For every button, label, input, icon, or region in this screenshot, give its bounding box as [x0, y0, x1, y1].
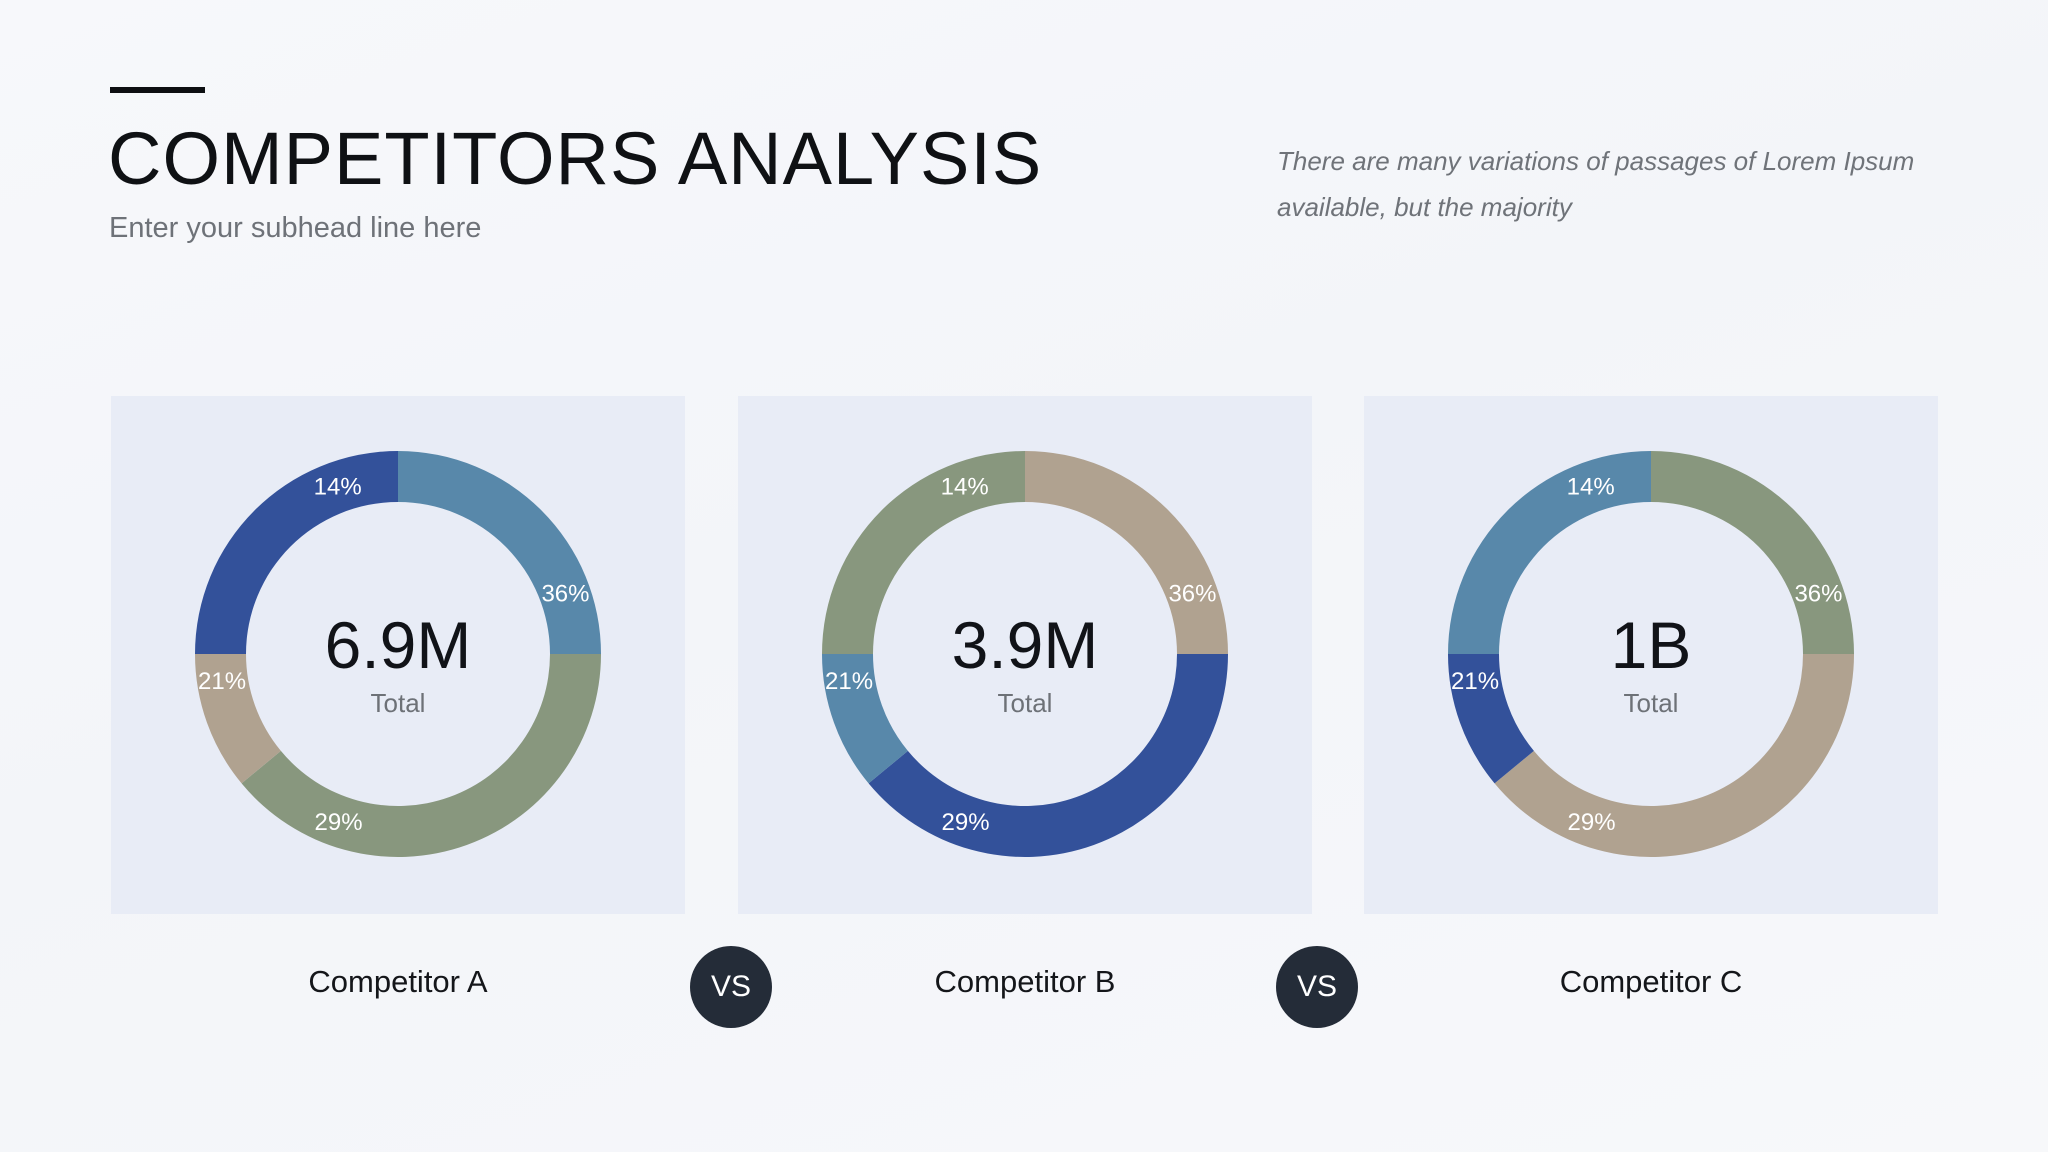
competitor-a-name: Competitor A — [308, 964, 488, 999]
chart-panel-b: 36% 29% 21% 14% 3.9M Total — [738, 396, 1312, 914]
slice-label-b-1: 36% — [1168, 581, 1216, 608]
slice-label-b-4: 14% — [941, 474, 989, 501]
vs-badge-1: VS — [690, 946, 772, 1028]
total-value-a: 6.9M — [324, 608, 472, 682]
donut-slice-a-1 — [398, 451, 601, 654]
total-label-b: Total — [997, 688, 1053, 718]
total-label-c: Total — [1623, 688, 1679, 718]
page-subtitle: Enter your subhead line here — [109, 212, 482, 244]
donut-slice-a-3 — [195, 654, 281, 784]
total-value-b: 3.9M — [951, 608, 1099, 682]
title-accent-bar — [110, 87, 205, 93]
slice-label-b-3: 21% — [825, 668, 873, 695]
description-text: There are many variations of passages of… — [1277, 146, 1915, 222]
donut-slice-b-4 — [822, 451, 1025, 654]
slice-label-c-1: 36% — [1794, 581, 1842, 608]
slice-label-c-4: 14% — [1567, 474, 1615, 501]
donut-slice-b-3 — [822, 654, 908, 784]
donut-slice-c-2 — [1494, 654, 1854, 857]
donut-slice-c-3 — [1448, 654, 1534, 784]
donut-slice-a-4 — [195, 451, 398, 654]
chart-panel-a: 36% 29% 21% 14% 6.9M Total — [111, 396, 685, 914]
donut-slice-c-4 — [1448, 451, 1651, 654]
vs-badge-2: VS — [1276, 946, 1358, 1028]
total-value-c: 1B — [1610, 608, 1692, 682]
chart-panel-c: 36% 29% 21% 14% 1B Total — [1364, 396, 1938, 914]
donut-chart-c: 36% 29% 21% 14% — [1448, 451, 1854, 857]
competitor-c-name: Competitor C — [1559, 964, 1743, 999]
page-title: COMPETITORS ANALYSIS — [108, 117, 1043, 200]
donut-chart-b: 36% 29% 21% 14% — [822, 451, 1228, 857]
slice-label-b-2: 29% — [942, 809, 990, 836]
competitor-b-name: Competitor B — [934, 964, 1116, 999]
slice-label-a-2: 29% — [315, 809, 363, 836]
slice-label-a-3: 21% — [198, 668, 246, 695]
donut-slice-a-2 — [241, 654, 601, 857]
slice-label-a-1: 36% — [541, 581, 589, 608]
slice-label-c-2: 29% — [1568, 809, 1616, 836]
slice-label-c-3: 21% — [1451, 668, 1499, 695]
slice-label-a-4: 14% — [314, 474, 362, 501]
donut-chart-a: 36% 29% 21% 14% — [195, 451, 601, 857]
donut-slice-c-1 — [1651, 451, 1854, 654]
total-label-a: Total — [370, 688, 426, 718]
donut-slice-b-2 — [868, 654, 1228, 857]
donut-slice-b-1 — [1025, 451, 1228, 654]
